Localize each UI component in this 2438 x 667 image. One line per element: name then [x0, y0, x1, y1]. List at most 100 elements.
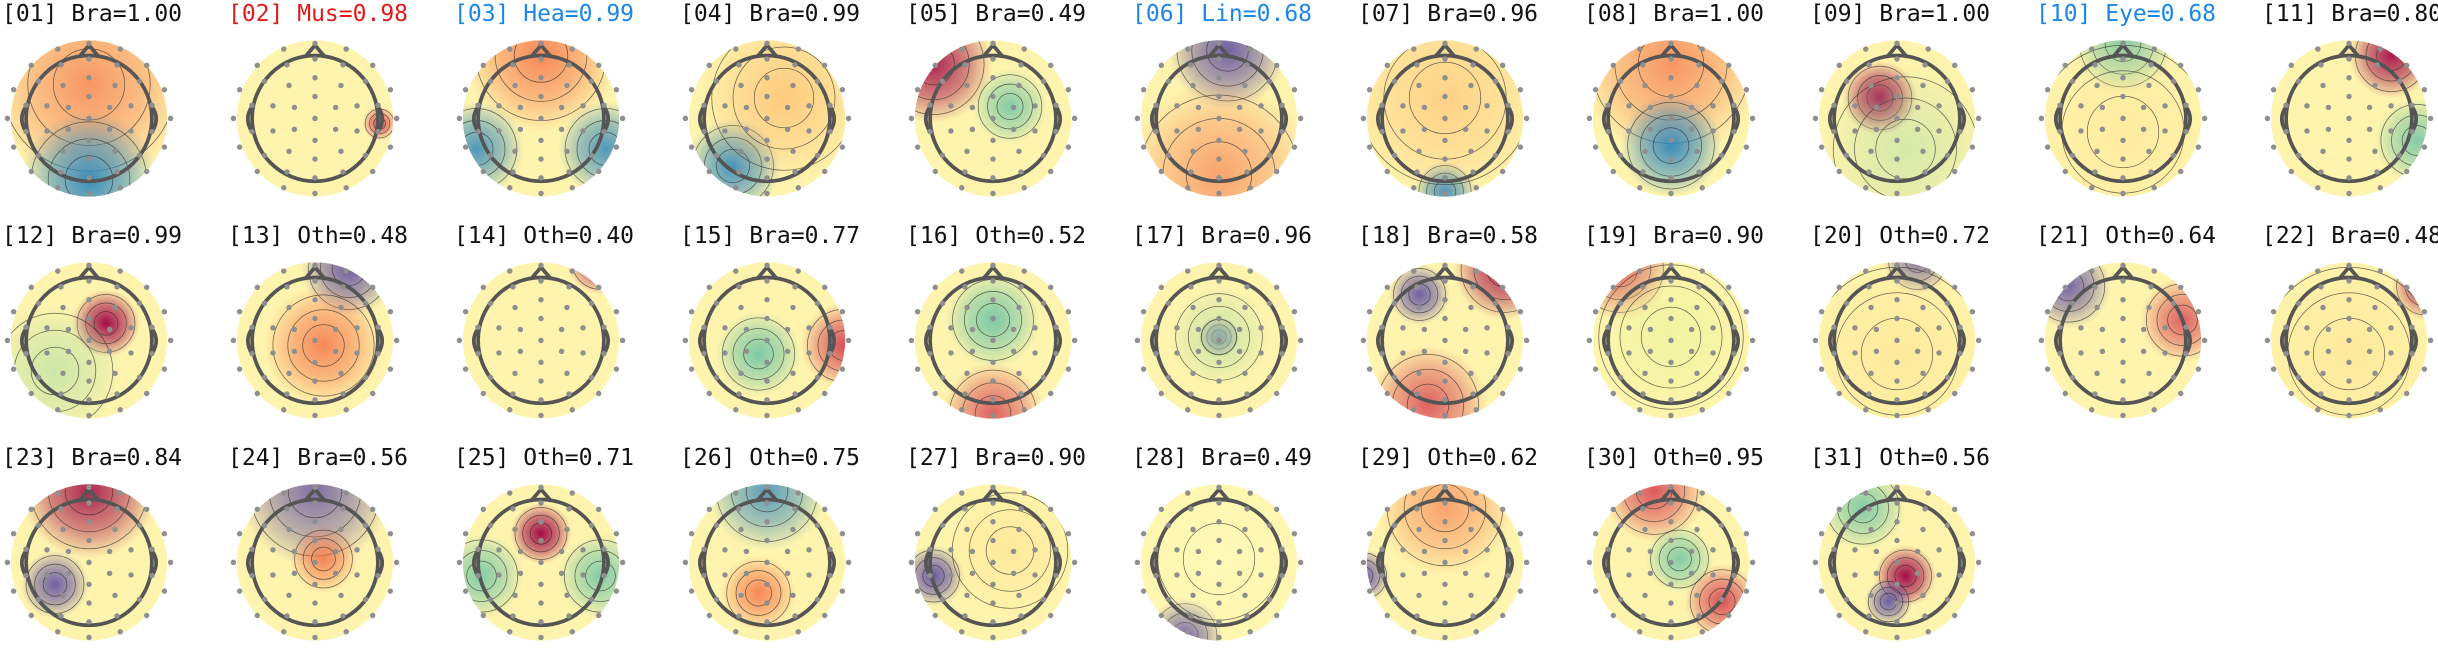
component-08: [08] Bra=1.00	[1582, 0, 1808, 222]
component-label: [28] Bra=0.49	[1132, 445, 1313, 471]
topomap-11	[2264, 40, 2434, 197]
component-label: [22] Bra=0.48	[2262, 223, 2438, 249]
electrodes	[1360, 484, 1530, 641]
component-label: [10] Eye=0.68	[2036, 1, 2217, 27]
component-04: [04] Bra=0.99	[678, 0, 904, 222]
component-17: [17] Bra=0.96	[1130, 222, 1356, 444]
topomap-18	[1360, 262, 1530, 419]
electrodes	[1134, 262, 1304, 419]
component-label: [25] Oth=0.71	[454, 445, 635, 471]
topomap-30	[1586, 484, 1756, 641]
topomap-08	[1586, 40, 1756, 197]
component-31: [31] Oth=0.56	[1808, 444, 2034, 666]
electrodes	[682, 484, 852, 641]
electrodes	[2264, 40, 2434, 197]
topomap-20	[1812, 262, 1982, 419]
component-26: [26] Oth=0.75	[678, 444, 904, 666]
electrodes	[908, 484, 1078, 641]
topomap-field	[462, 484, 620, 641]
electrodes	[1134, 40, 1304, 197]
component-05: [05] Bra=0.49	[904, 0, 1130, 222]
component-label: [24] Bra=0.56	[228, 445, 409, 471]
topomap-21	[2038, 262, 2208, 419]
component-label: [09] Bra=1.00	[1810, 1, 1991, 27]
topomap-field	[10, 40, 168, 197]
electrodes	[1586, 40, 1756, 197]
topomap-field	[688, 262, 846, 419]
component-24: [24] Bra=0.56	[226, 444, 452, 666]
electrodes	[1812, 484, 1982, 641]
component-label: [02] Mus=0.98	[228, 1, 409, 27]
topomap-28	[1134, 484, 1304, 641]
component-20: [20] Oth=0.72	[1808, 222, 2034, 444]
component-label: [03] Hea=0.99	[454, 1, 635, 27]
topomap-24	[230, 484, 400, 641]
electrodes	[1812, 40, 1982, 197]
component-label: [18] Bra=0.58	[1358, 223, 1539, 249]
topomap-29	[1360, 484, 1530, 641]
topomap-31	[1812, 484, 1982, 641]
component-label: [15] Bra=0.77	[680, 223, 861, 249]
component-30: [30] Oth=0.95	[1582, 444, 1808, 666]
component-label: [19] Bra=0.90	[1584, 223, 1765, 249]
head-outline	[471, 486, 611, 628]
component-15: [15] Bra=0.77	[678, 222, 904, 444]
topomap-26	[682, 484, 852, 641]
topomap-15	[682, 262, 852, 419]
component-label: [12] Bra=0.99	[2, 223, 183, 249]
electrodes	[230, 262, 400, 419]
electrodes	[1586, 484, 1756, 641]
component-12: [12] Bra=0.99	[0, 222, 226, 444]
component-02: [02] Mus=0.98	[226, 0, 452, 222]
component-label: [07] Bra=0.96	[1358, 1, 1539, 27]
topomap-22	[2264, 262, 2434, 419]
electrodes	[230, 484, 400, 641]
topomap-12	[4, 262, 174, 419]
topomap-field	[1818, 40, 1976, 197]
component-label: [20] Oth=0.72	[1810, 223, 1991, 249]
component-label: [23] Bra=0.84	[2, 445, 183, 471]
component-14: [14] Oth=0.40	[452, 222, 678, 444]
component-23: [23] Bra=0.84	[0, 444, 226, 666]
topomap-16	[908, 262, 1078, 419]
component-label: [01] Bra=1.00	[2, 1, 183, 27]
component-01: [01] Bra=1.00	[0, 0, 226, 222]
topomap-05	[908, 40, 1078, 197]
component-11: [11] Bra=0.80	[2260, 0, 2438, 222]
component-13: [13] Oth=0.48	[226, 222, 452, 444]
topomap-field	[462, 40, 620, 197]
component-label: [05] Bra=0.49	[906, 1, 1087, 27]
component-label: [31] Oth=0.56	[1810, 445, 1991, 471]
electrodes	[456, 484, 626, 641]
component-label: [26] Oth=0.75	[680, 445, 861, 471]
head-outline	[2279, 264, 2419, 406]
topomap-13	[230, 262, 400, 419]
topomap-23	[4, 484, 174, 641]
topomap-09	[1812, 40, 1982, 197]
component-18: [18] Bra=0.58	[1356, 222, 1582, 444]
topomap-19	[1586, 262, 1756, 419]
component-label: [04] Bra=0.99	[680, 1, 861, 27]
component-label: [21] Oth=0.64	[2036, 223, 2217, 249]
topomap-10	[2038, 40, 2208, 197]
component-label: [16] Oth=0.52	[906, 223, 1087, 249]
component-09: [09] Bra=1.00	[1808, 0, 2034, 222]
electrodes	[1586, 262, 1756, 419]
electrodes	[456, 262, 626, 419]
component-label: [08] Bra=1.00	[1584, 1, 1765, 27]
component-25: [25] Oth=0.71	[452, 444, 678, 666]
topomap-field	[10, 262, 168, 419]
component-27: [27] Bra=0.90	[904, 444, 1130, 666]
component-label: [17] Bra=0.96	[1132, 223, 1313, 249]
electrodes	[230, 40, 400, 197]
component-label: [29] Oth=0.62	[1358, 445, 1539, 471]
component-29: [29] Oth=0.62	[1356, 444, 1582, 666]
electrodes	[1360, 262, 1530, 419]
component-label: [27] Bra=0.90	[906, 445, 1087, 471]
electrodes	[2038, 40, 2208, 197]
component-label: [14] Oth=0.40	[454, 223, 635, 249]
component-03: [03] Hea=0.99	[452, 0, 678, 222]
component-label: [11] Bra=0.80	[2262, 1, 2438, 27]
component-21: [21] Oth=0.64	[2034, 222, 2260, 444]
